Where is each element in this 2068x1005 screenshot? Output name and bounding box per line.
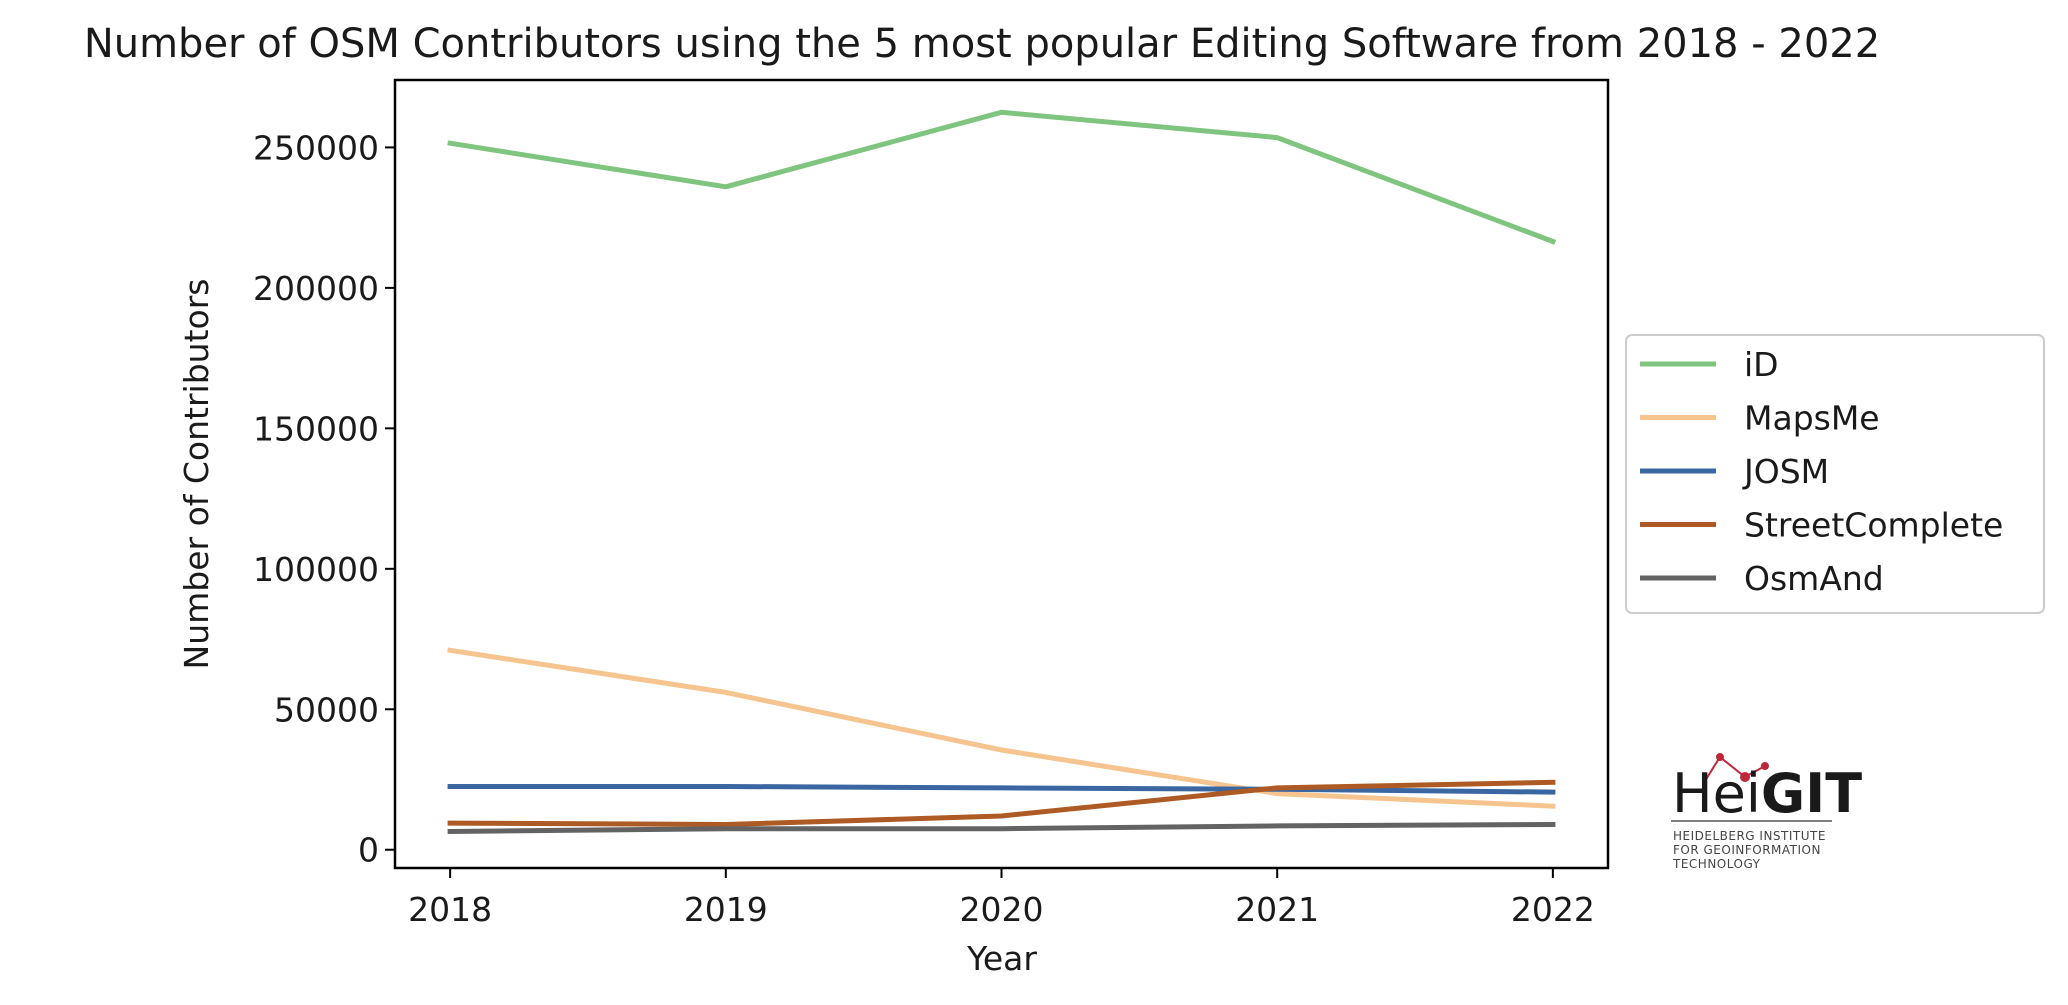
y-tick-label: 50000	[274, 690, 379, 729]
x-axis-label: Year	[966, 939, 1037, 978]
y-tick-label: 200000	[253, 269, 379, 308]
series-line-josm	[447, 784, 1556, 795]
y-axis: 0 50000 100000 150000 200000 250000	[253, 128, 395, 870]
logo-wordmark-bold: GIT	[1761, 762, 1862, 825]
legend-label-josm: JOSM	[1742, 452, 1829, 491]
legend-label-streetcomplete: StreetComplete	[1744, 506, 2003, 545]
logo-subtitle-line-3: TECHNOLOGY	[1672, 857, 1761, 871]
legend: iD MapsMe JOSM StreetComplete OsmAnd	[1625, 334, 2045, 614]
logo-wordmark-light: Hei	[1672, 762, 1761, 825]
chart-title: Number of OSM Contributors using the 5 m…	[84, 21, 1880, 67]
y-tick-label: 250000	[253, 128, 379, 167]
x-tick-label: 2018	[408, 890, 492, 929]
y-tick-label: 0	[358, 831, 379, 870]
y-tick-label: 150000	[253, 409, 379, 448]
x-tick-label: 2019	[684, 890, 768, 929]
x-tick-label: 2021	[1235, 890, 1319, 929]
logo-wordmark: HeiGIT	[1672, 762, 1862, 825]
logo-subtitle-line-1: HEIDELBERG INSTITUTE	[1673, 829, 1826, 843]
series-line-streetcomplete	[447, 779, 1556, 827]
logo-network-icon	[1704, 753, 1769, 782]
series-line-osmand	[447, 821, 1556, 835]
y-tick-label: 100000	[253, 550, 379, 589]
plot-marks	[447, 109, 1557, 835]
legend-label-osmand: OsmAnd	[1744, 559, 1884, 598]
y-axis-label: Number of Contributors	[177, 279, 216, 670]
legend-items: iD MapsMe JOSM StreetComplete OsmAnd	[1640, 345, 2003, 598]
series-line-mapsme	[447, 647, 1556, 809]
heigit-logo: HeiGIT HEIDELBERG INSTITUTE FOR GEOINFOR…	[1671, 753, 1862, 871]
legend-label-id: iD	[1744, 345, 1779, 384]
legend-label-mapsme: MapsMe	[1744, 399, 1880, 438]
legend-box	[1625, 334, 2045, 614]
x-axis: 2018 2019 2020 2021 2022	[408, 868, 1595, 929]
x-tick-label: 2020	[960, 890, 1044, 929]
series-line-id	[447, 109, 1557, 245]
logo-subtitle-line-2: FOR GEOINFORMATION	[1673, 843, 1821, 857]
x-tick-label: 2022	[1511, 890, 1595, 929]
